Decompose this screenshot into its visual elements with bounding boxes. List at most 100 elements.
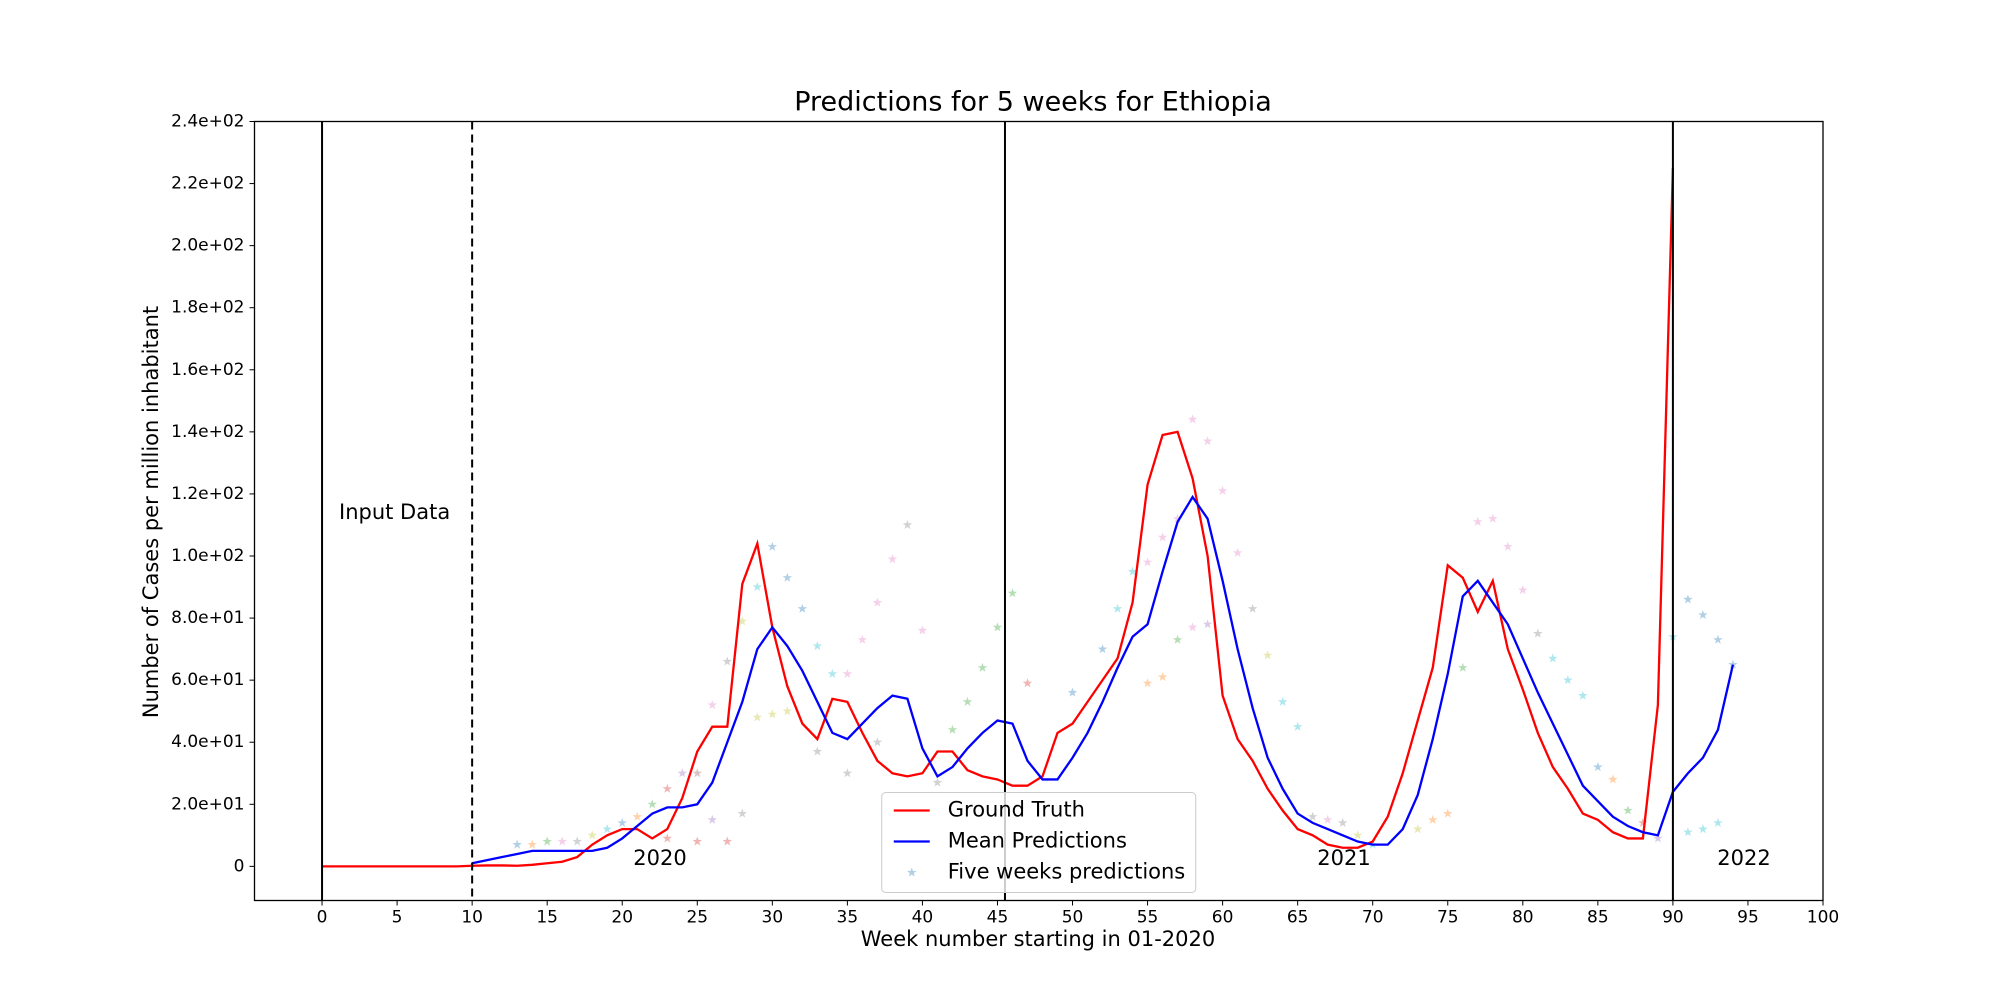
- y-tick-label: 1.2e+02: [171, 484, 244, 504]
- annotation: 2021: [1317, 846, 1370, 870]
- prediction-star: [1593, 762, 1603, 772]
- prediction-star: [1217, 485, 1228, 495]
- y-tick-label: 6.0e+01: [171, 670, 244, 690]
- prediction-star: [752, 712, 763, 722]
- prediction-star: [767, 709, 778, 719]
- prediction-star: [842, 668, 853, 678]
- prediction-star: [1067, 687, 1078, 697]
- x-tick-label: 5: [392, 908, 403, 928]
- prediction-star: [1518, 585, 1528, 595]
- prediction-star: [1698, 610, 1708, 619]
- prediction-star: [902, 520, 913, 529]
- prediction-star: [947, 724, 958, 734]
- prediction-star: [737, 616, 748, 626]
- x-tick-label: 90: [1662, 908, 1684, 928]
- prediction-star: [1337, 817, 1348, 827]
- prediction-star: [1097, 644, 1108, 654]
- y-tick-label: 0: [234, 856, 245, 876]
- prediction-star: [1563, 675, 1573, 685]
- prediction-star: [1202, 436, 1213, 446]
- legend-label: Ground Truth: [948, 798, 1085, 822]
- prediction-star: [1247, 603, 1258, 613]
- y-tick-label: 1.4e+02: [171, 422, 244, 442]
- y-tick-label: 8.0e+01: [171, 608, 244, 628]
- prediction-star: [752, 582, 763, 592]
- prediction-star: [812, 746, 823, 756]
- prediction-star: [1473, 516, 1483, 526]
- prediction-star: [872, 737, 883, 747]
- prediction-star: [1187, 622, 1198, 632]
- x-tick-label: 85: [1587, 908, 1609, 928]
- legend-marker: [907, 867, 917, 877]
- prediction-star: [917, 625, 928, 635]
- prediction-star: [1172, 513, 1183, 523]
- y-tick-label: 2.2e+02: [171, 174, 244, 194]
- prediction-star: [1683, 594, 1693, 604]
- prediction-star: [797, 603, 808, 613]
- prediction-star: [1443, 808, 1453, 818]
- prediction-star: [1187, 414, 1198, 424]
- x-tick-label: 15: [536, 908, 558, 928]
- legend-label: Mean Predictions: [948, 829, 1127, 853]
- prediction-star: [1488, 513, 1498, 523]
- prediction-star: [587, 830, 597, 840]
- prediction-star: [1142, 557, 1153, 567]
- y-tick-label: 2.0e+02: [171, 236, 244, 256]
- prediction-star: [527, 839, 537, 849]
- x-tick-label: 25: [686, 908, 708, 928]
- y-tick-label: 1.0e+02: [171, 546, 244, 566]
- prediction-star: [887, 554, 898, 564]
- prediction-star: [872, 597, 883, 607]
- y-tick-label: 2.0e+01: [171, 794, 244, 814]
- prediction-star: [782, 706, 793, 716]
- x-tick-label: 65: [1287, 908, 1309, 928]
- x-tick-label: 100: [1807, 908, 1839, 928]
- plot-frame: [253, 120, 1824, 902]
- prediction-star: [632, 811, 642, 821]
- series-line: [471, 494, 1735, 865]
- prediction-star: [722, 656, 733, 666]
- prediction-star: [1413, 824, 1423, 834]
- prediction-star: [602, 824, 612, 834]
- prediction-star: [677, 768, 687, 778]
- prediction-star: [662, 783, 672, 793]
- prediction-star: [1578, 690, 1588, 700]
- prediction-star: [1713, 634, 1723, 644]
- x-axis-label: Week number starting in 01-2020: [861, 927, 1215, 951]
- chart-title: Predictions for 5 weeks for Ethiopia: [794, 87, 1272, 118]
- prediction-star: [737, 808, 748, 818]
- prediction-star: [1458, 662, 1468, 672]
- prediction-star: [782, 572, 793, 582]
- x-tick-label: 75: [1437, 908, 1459, 928]
- prediction-star: [1728, 659, 1738, 669]
- prediction-star: [1503, 541, 1513, 551]
- legend: Ground Truth Mean Predictions Five weeks p…: [881, 792, 1197, 893]
- prediction-star: [1157, 672, 1168, 682]
- series-line: [322, 168, 1675, 868]
- x-tick-label: 10: [461, 908, 483, 928]
- y-tick-label: 2.4e+02: [171, 112, 244, 132]
- prediction-star: [1623, 805, 1633, 815]
- prediction-star: [557, 836, 567, 846]
- prediction-star: [662, 833, 672, 843]
- prediction-star: [1292, 721, 1303, 731]
- prediction-star: [1277, 696, 1288, 706]
- x-tick-label: 0: [317, 908, 328, 928]
- prediction-star: [842, 768, 853, 778]
- prediction-star: [1232, 547, 1243, 557]
- legend-label: Five weeks predictions: [948, 860, 1186, 884]
- prediction-star: [1142, 678, 1153, 688]
- x-tick-label: 40: [912, 908, 934, 928]
- x-tick-label: 35: [837, 908, 859, 928]
- prediction-star: [1698, 824, 1708, 834]
- prediction-star: [932, 777, 943, 787]
- prediction-star: [1307, 811, 1318, 821]
- prediction-star: [617, 817, 627, 827]
- prediction-star: [1172, 634, 1183, 644]
- prediction-star: [812, 641, 823, 651]
- prediction-star: [1157, 532, 1168, 542]
- prediction-star: [1608, 774, 1618, 784]
- prediction-star: [1127, 566, 1138, 576]
- x-tick-label: 95: [1737, 908, 1759, 928]
- x-tick-label: 20: [611, 908, 633, 928]
